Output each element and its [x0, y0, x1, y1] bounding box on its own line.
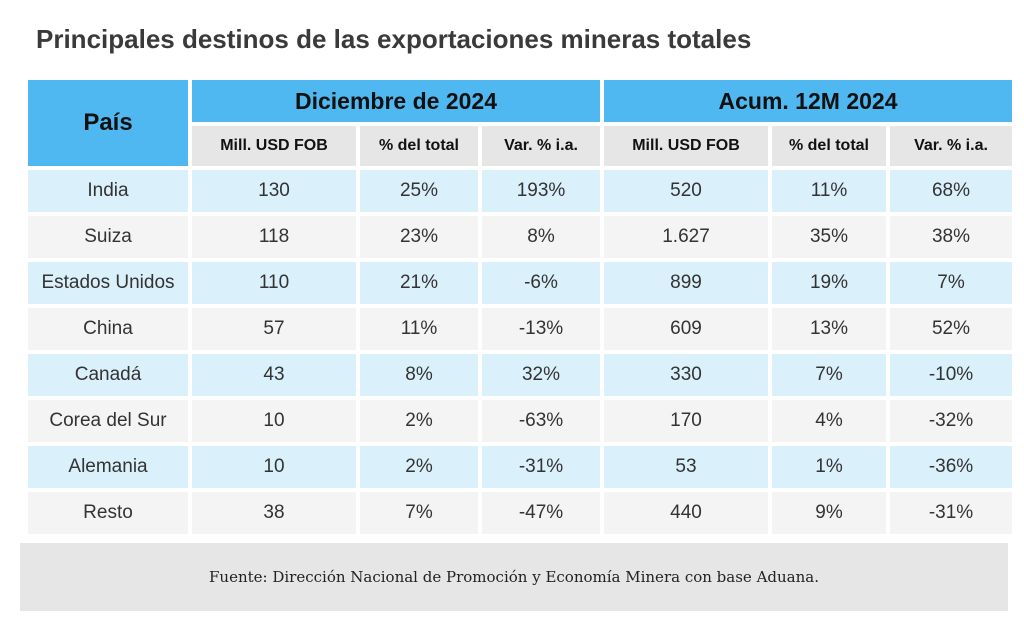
cell-dic-pct: 23% — [360, 216, 478, 258]
cell-acum-var: 52% — [890, 308, 1012, 350]
cell-dic-pct: 21% — [360, 262, 478, 304]
cell-dic-var: -13% — [482, 308, 600, 350]
header-group-acumulado: Acum. 12M 2024 — [604, 80, 1012, 122]
cell-dic-mill: 118 — [192, 216, 356, 258]
cell-acum-mill: 1.627 — [604, 216, 768, 258]
cell-dic-var: -47% — [482, 492, 600, 534]
cell-dic-pct: 7% — [360, 492, 478, 534]
cell-acum-var: 38% — [890, 216, 1012, 258]
cell-acum-pct: 19% — [772, 262, 886, 304]
cell-acum-var: -10% — [890, 354, 1012, 396]
source-text: Fuente: Dirección Nacional de Promoción … — [209, 568, 819, 586]
cell-acum-mill: 440 — [604, 492, 768, 534]
header-pais: País — [28, 80, 188, 166]
cell-dic-var: -31% — [482, 446, 600, 488]
cell-acum-var: 7% — [890, 262, 1012, 304]
table-row: Corea del Sur 10 2% -63% 170 4% -32% — [28, 400, 1012, 442]
table-row: Resto 38 7% -47% 440 9% -31% — [28, 492, 1012, 534]
cell-dic-pct: 11% — [360, 308, 478, 350]
table-row: China 57 11% -13% 609 13% 52% — [28, 308, 1012, 350]
cell-dic-mill: 130 — [192, 170, 356, 212]
exports-table: País Diciembre de 2024 Acum. 12M 2024 Mi… — [24, 76, 1016, 538]
cell-pais: Resto — [28, 492, 188, 534]
table-row: Estados Unidos 110 21% -6% 899 19% 7% — [28, 262, 1012, 304]
cell-pais: Estados Unidos — [28, 262, 188, 304]
cell-acum-mill: 330 — [604, 354, 768, 396]
cell-acum-mill: 520 — [604, 170, 768, 212]
subheader-acum-mill: Mill. USD FOB — [604, 126, 768, 166]
cell-dic-mill: 10 — [192, 400, 356, 442]
cell-acum-mill: 170 — [604, 400, 768, 442]
cell-acum-var: 68% — [890, 170, 1012, 212]
subheader-acum-var: Var. % i.a. — [890, 126, 1012, 166]
subheader-dic-mill: Mill. USD FOB — [192, 126, 356, 166]
subheader-dic-var: Var. % i.a. — [482, 126, 600, 166]
cell-acum-mill: 899 — [604, 262, 768, 304]
cell-dic-pct: 2% — [360, 446, 478, 488]
cell-dic-mill: 57 — [192, 308, 356, 350]
cell-dic-pct: 2% — [360, 400, 478, 442]
cell-dic-var: -63% — [482, 400, 600, 442]
cell-acum-pct: 13% — [772, 308, 886, 350]
table-row: Suiza 118 23% 8% 1.627 35% 38% — [28, 216, 1012, 258]
cell-acum-pct: 9% — [772, 492, 886, 534]
cell-acum-mill: 609 — [604, 308, 768, 350]
cell-pais: Canadá — [28, 354, 188, 396]
cell-acum-pct: 7% — [772, 354, 886, 396]
cell-pais: Alemania — [28, 446, 188, 488]
cell-acum-mill: 53 — [604, 446, 768, 488]
cell-dic-pct: 8% — [360, 354, 478, 396]
cell-dic-mill: 38 — [192, 492, 356, 534]
cell-acum-var: -31% — [890, 492, 1012, 534]
cell-acum-pct: 35% — [772, 216, 886, 258]
cell-dic-mill: 43 — [192, 354, 356, 396]
cell-acum-pct: 11% — [772, 170, 886, 212]
cell-pais: China — [28, 308, 188, 350]
subheader-acum-pct: % del total — [772, 126, 886, 166]
cell-acum-var: -36% — [890, 446, 1012, 488]
cell-dic-var: 193% — [482, 170, 600, 212]
table-row: Canadá 43 8% 32% 330 7% -10% — [28, 354, 1012, 396]
cell-acum-var: -32% — [890, 400, 1012, 442]
header-group-diciembre: Diciembre de 2024 — [192, 80, 600, 122]
page-title: Principales destinos de las exportacione… — [36, 24, 752, 54]
table-row: Alemania 10 2% -31% 53 1% -36% — [28, 446, 1012, 488]
cell-dic-var: 8% — [482, 216, 600, 258]
cell-pais: India — [28, 170, 188, 212]
source-footnote: Fuente: Dirección Nacional de Promoción … — [20, 543, 1008, 611]
cell-acum-pct: 4% — [772, 400, 886, 442]
cell-pais: Corea del Sur — [28, 400, 188, 442]
table-row: India 130 25% 193% 520 11% 68% — [28, 170, 1012, 212]
subheader-dic-pct: % del total — [360, 126, 478, 166]
cell-dic-mill: 110 — [192, 262, 356, 304]
cell-dic-var: -6% — [482, 262, 600, 304]
cell-pais: Suiza — [28, 216, 188, 258]
cell-dic-var: 32% — [482, 354, 600, 396]
cell-dic-mill: 10 — [192, 446, 356, 488]
cell-dic-pct: 25% — [360, 170, 478, 212]
cell-acum-pct: 1% — [772, 446, 886, 488]
